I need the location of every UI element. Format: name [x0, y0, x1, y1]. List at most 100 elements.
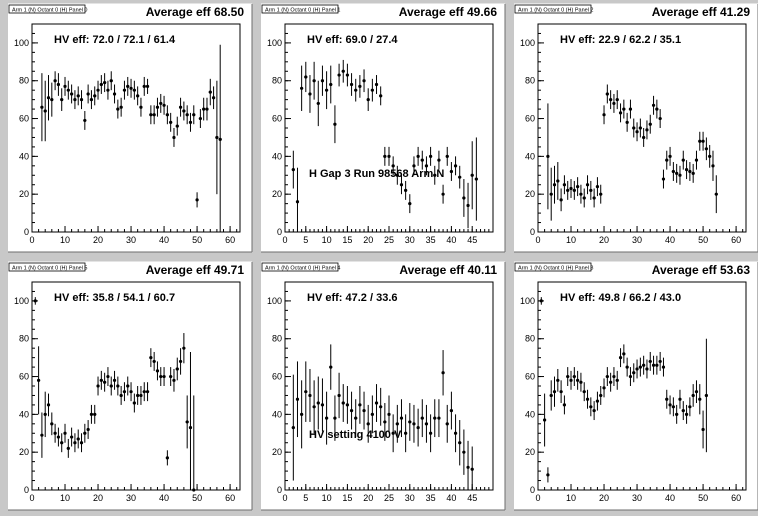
- data-point: [295, 397, 300, 401]
- data-point: [671, 405, 675, 409]
- data-point: [188, 426, 193, 430]
- data-point: [46, 403, 51, 407]
- data-point: [642, 135, 646, 140]
- x-tick-label: 10: [566, 493, 576, 503]
- data-point: [345, 73, 349, 77]
- x-tick-label: 0: [282, 493, 287, 503]
- data-point: [694, 390, 699, 394]
- data-point: [391, 164, 395, 168]
- data-point: [89, 412, 94, 416]
- data-point: [162, 374, 166, 379]
- x-tick-label: 15: [342, 493, 352, 503]
- data-point: [632, 126, 636, 130]
- data-point: [684, 168, 689, 172]
- data-point: [579, 192, 583, 196]
- data-point: [609, 98, 613, 102]
- data-point: [56, 435, 61, 439]
- data-point: [379, 94, 383, 98]
- data-point: [349, 82, 354, 87]
- data-point: [632, 371, 636, 375]
- data-point: [595, 185, 600, 189]
- data-point: [341, 69, 345, 73]
- x-tick-label: 30: [126, 493, 136, 503]
- data-point: [205, 107, 209, 111]
- data-point: [395, 173, 399, 177]
- plot-frame: [537, 281, 747, 491]
- data-point: [694, 158, 699, 162]
- data-point: [86, 92, 90, 96]
- data-point: [43, 109, 47, 113]
- data-point: [358, 403, 362, 407]
- data-point: [215, 135, 219, 140]
- annotation-label: H Gap 3 Run 98568 Arm N: [309, 168, 444, 180]
- x-tick-label: 60: [225, 235, 235, 245]
- data-point: [99, 82, 103, 87]
- data-point: [651, 103, 656, 107]
- y-tick-label: 40: [272, 151, 282, 161]
- data-point: [592, 408, 596, 413]
- data-point: [33, 299, 37, 303]
- x-tick-label: 0: [535, 493, 540, 503]
- data-point: [592, 196, 596, 200]
- data-point: [192, 113, 196, 117]
- data-point: [462, 450, 466, 454]
- x-tick-label: 30: [405, 493, 415, 503]
- panel-title-box: [514, 4, 592, 14]
- data-point: [437, 158, 441, 162]
- data-point: [466, 203, 470, 208]
- x-tick-label: 0: [282, 235, 287, 245]
- data-point: [420, 158, 424, 162]
- data-point: [433, 416, 437, 420]
- data-point: [599, 192, 603, 196]
- data-point: [622, 107, 626, 111]
- x-tick-label: 35: [426, 493, 436, 503]
- data-point: [178, 105, 183, 109]
- data-point: [638, 126, 642, 130]
- data-point: [354, 88, 358, 92]
- hv-eff-label: HV eff: 22.9 / 62.2 / 35.1: [560, 34, 681, 46]
- x-tick-label: 20: [363, 235, 373, 245]
- data-point: [449, 408, 453, 413]
- x-tick-label: 20: [93, 235, 103, 245]
- data-point: [618, 356, 623, 360]
- data-point: [103, 380, 107, 384]
- data-point: [155, 105, 160, 109]
- data-point: [362, 79, 366, 83]
- average-eff-label: Average eff 53.63: [652, 263, 751, 277]
- y-tick-label: 100: [267, 38, 282, 48]
- data-point: [93, 94, 97, 98]
- data-point: [116, 384, 120, 388]
- data-point: [387, 154, 391, 158]
- data-point: [572, 188, 576, 192]
- y-tick-label: 60: [272, 114, 282, 124]
- x-tick-label: 30: [405, 235, 415, 245]
- data-point: [218, 137, 222, 141]
- plot-frame: [284, 281, 494, 491]
- data-point: [546, 154, 550, 158]
- data-point: [83, 118, 87, 123]
- data-point: [165, 113, 169, 117]
- y-tick-label: 40: [525, 409, 535, 419]
- data-point: [595, 399, 600, 403]
- data-point: [420, 416, 424, 420]
- data-point: [89, 98, 94, 102]
- chart-panel: Arm 1 (N) Octant 0 (H) Panel 1 Average ef…: [261, 3, 506, 253]
- data-point: [698, 139, 702, 143]
- data-point: [562, 403, 567, 407]
- data-point: [79, 441, 84, 445]
- data-point: [379, 405, 383, 409]
- y-tick-label: 20: [272, 189, 282, 199]
- data-point: [549, 192, 553, 196]
- x-tick-label: 15: [342, 235, 352, 245]
- data-point: [708, 154, 712, 158]
- data-point: [93, 412, 97, 416]
- data-point: [675, 171, 679, 175]
- y-tick-label: 100: [267, 296, 282, 306]
- data-point: [412, 164, 416, 168]
- data-point: [159, 374, 163, 379]
- data-point: [145, 84, 150, 88]
- y-tick-label: 60: [19, 372, 29, 382]
- data-point: [383, 154, 387, 158]
- data-point: [76, 437, 80, 441]
